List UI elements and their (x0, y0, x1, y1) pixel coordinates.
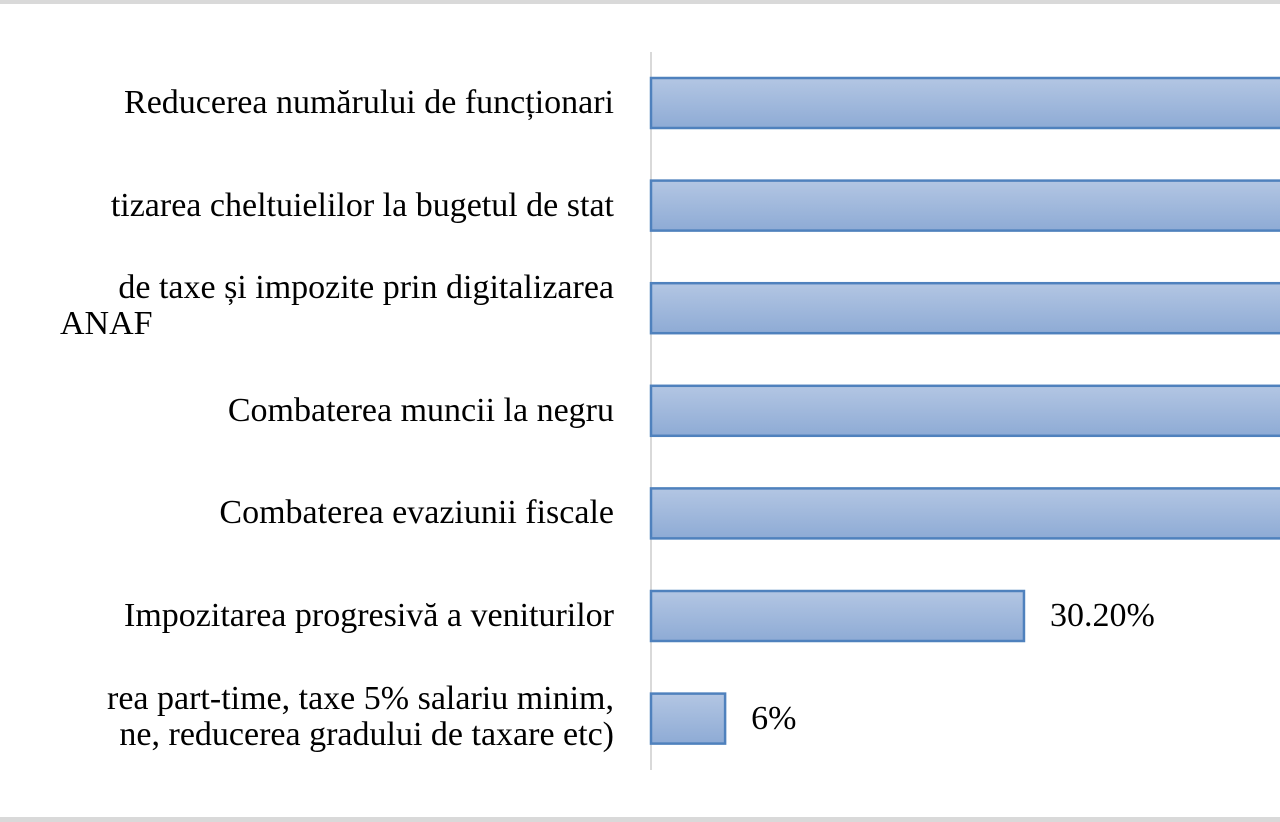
category-label: ANAF (60, 305, 153, 343)
bar (649, 76, 1280, 130)
bar (649, 281, 1280, 335)
bar (649, 692, 727, 745)
data-label: 6% (751, 699, 797, 737)
bar (649, 179, 1280, 232)
bottom-border (0, 817, 1280, 822)
category-label: tizarea cheltuielilor la bugetul de stat (110, 186, 614, 224)
category-label: Impozitarea progresivă a veniturilor (124, 597, 614, 634)
bar (649, 384, 1280, 438)
bar (649, 487, 1280, 540)
category-label: de taxe și impozite prin digitalizarea (118, 269, 614, 307)
top-border (0, 0, 1280, 4)
category-label: rea part-time, taxe 5% salariu minim, (107, 679, 614, 717)
bar (649, 589, 1026, 643)
category-label: ne, reducerea gradului de taxare etc) (119, 715, 614, 753)
category-label: Combaterea muncii la negru (227, 391, 614, 429)
category-label: Combaterea evaziunii fiscale (219, 494, 614, 532)
data-label: 30.20% (1049, 597, 1155, 634)
category-label: Reducerea numărului de funcționari (124, 84, 614, 121)
